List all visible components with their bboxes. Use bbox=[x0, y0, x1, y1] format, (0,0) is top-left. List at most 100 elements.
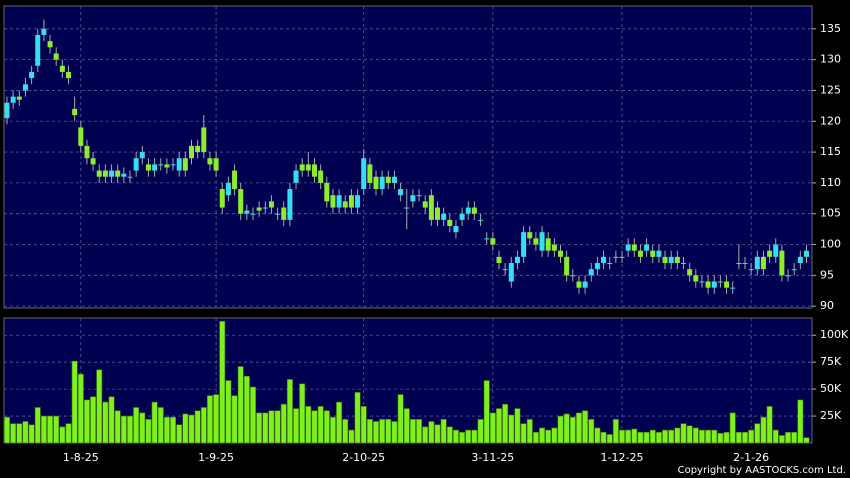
volume-bar bbox=[760, 416, 767, 444]
volume-bar bbox=[532, 431, 539, 444]
candle-body bbox=[508, 263, 514, 282]
volume-bar bbox=[59, 426, 66, 444]
volume-bar bbox=[643, 431, 650, 444]
candle-body bbox=[724, 281, 730, 288]
volume-bar bbox=[163, 416, 170, 444]
volume-bar bbox=[157, 407, 164, 444]
candle-body bbox=[219, 189, 225, 208]
candle-body bbox=[705, 281, 711, 288]
volume-bar bbox=[606, 434, 613, 444]
volume-bar bbox=[514, 408, 521, 444]
candle-body bbox=[576, 281, 582, 288]
candle-body bbox=[742, 263, 748, 265]
candle-body bbox=[10, 96, 16, 103]
candle-body bbox=[773, 244, 779, 257]
candle-body bbox=[484, 238, 490, 240]
volume-bar bbox=[16, 423, 23, 444]
candle-body bbox=[35, 34, 41, 66]
volume-bar bbox=[655, 431, 662, 444]
candle-body bbox=[404, 207, 410, 209]
volume-bar bbox=[274, 410, 281, 444]
candle-body bbox=[133, 158, 139, 171]
volume-bar bbox=[280, 403, 287, 444]
x-tick-label: 1-8-25 bbox=[63, 451, 99, 464]
volume-bar bbox=[735, 431, 742, 444]
candle-body bbox=[594, 263, 600, 270]
volume-bar bbox=[311, 410, 318, 444]
candle-body bbox=[145, 164, 151, 171]
candle-body bbox=[109, 170, 115, 177]
candle-body bbox=[66, 71, 71, 79]
volume-bar bbox=[705, 429, 712, 444]
candle-body bbox=[324, 182, 330, 202]
candle-body bbox=[748, 269, 754, 271]
y-tick-label: 50K bbox=[820, 382, 842, 395]
volume-bar bbox=[231, 395, 238, 444]
candle-body bbox=[268, 201, 274, 208]
volume-bar bbox=[477, 418, 484, 444]
x-tick-label: 3-11-25 bbox=[471, 451, 514, 464]
candle-body bbox=[29, 71, 35, 79]
candle-body bbox=[287, 189, 293, 220]
candle-body bbox=[471, 207, 477, 214]
volume-bar bbox=[612, 418, 619, 444]
volume-bar bbox=[145, 418, 152, 444]
candle-body bbox=[78, 127, 84, 146]
volume-bar bbox=[729, 412, 736, 444]
candle-body bbox=[391, 176, 397, 183]
candle-body bbox=[96, 170, 102, 177]
x-tick-label: 1-9-25 bbox=[198, 451, 234, 464]
candle-body bbox=[195, 145, 201, 153]
volume-bar bbox=[594, 427, 601, 444]
candle-body bbox=[797, 256, 803, 264]
volume-bar bbox=[391, 421, 398, 444]
volume-bar bbox=[65, 423, 72, 444]
candle-body bbox=[22, 84, 28, 91]
candle-body bbox=[441, 213, 447, 220]
volume-bar bbox=[200, 407, 207, 444]
volume-bar bbox=[34, 407, 41, 444]
volume-bar bbox=[741, 431, 748, 444]
volume-bar bbox=[188, 414, 195, 444]
volume-bar bbox=[569, 416, 576, 444]
candle-body bbox=[379, 176, 385, 190]
volume-bar bbox=[47, 415, 54, 444]
volume-bar bbox=[22, 421, 29, 444]
candle-body bbox=[4, 102, 10, 119]
candle-body bbox=[90, 158, 96, 165]
volume-bar bbox=[446, 426, 453, 444]
volume-bar bbox=[213, 394, 220, 444]
candle-body bbox=[410, 195, 416, 202]
volume-bar bbox=[649, 429, 656, 444]
candle-body bbox=[305, 164, 311, 171]
copyright: Copyright by AASTOCKS.com Ltd. bbox=[678, 465, 846, 476]
y-tick-label: 130 bbox=[820, 53, 841, 66]
volume-bar bbox=[342, 418, 349, 444]
candle-body bbox=[681, 263, 686, 265]
candle-body bbox=[650, 250, 656, 257]
volume-bar bbox=[262, 412, 269, 444]
volume-bar bbox=[53, 415, 60, 444]
candle-body bbox=[361, 158, 367, 190]
x-tick-label: 1-12-25 bbox=[601, 451, 644, 464]
candle-body bbox=[514, 256, 520, 264]
candle-body bbox=[539, 232, 545, 251]
volume-bar bbox=[305, 406, 312, 444]
volume-bar bbox=[96, 369, 103, 444]
candle-body bbox=[785, 275, 791, 277]
volume-bar bbox=[717, 433, 724, 444]
volume-bar bbox=[317, 406, 324, 444]
candle-body bbox=[496, 256, 502, 264]
candle-body bbox=[767, 250, 773, 257]
volume-bar bbox=[108, 396, 115, 444]
volume-bar bbox=[495, 408, 502, 444]
candle-body bbox=[398, 189, 404, 196]
volume-bar bbox=[803, 437, 810, 444]
volume-bar bbox=[686, 425, 693, 444]
volume-bar bbox=[403, 408, 410, 444]
candle-body bbox=[244, 210, 250, 214]
candle-body bbox=[564, 256, 570, 276]
volume-bar bbox=[293, 408, 300, 444]
volume-bar bbox=[563, 413, 570, 444]
